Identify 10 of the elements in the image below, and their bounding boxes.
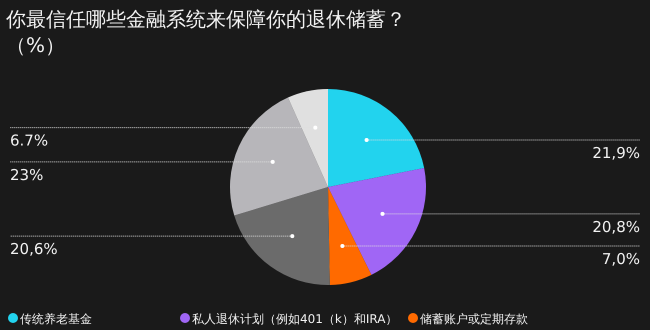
data-label: 6.7%: [10, 132, 48, 150]
data-label: 20,6%: [10, 240, 58, 258]
legend-label: 传统养老基金: [20, 312, 92, 326]
legend-label: 私人退休计划（例如401（k）和IRA）: [192, 312, 398, 326]
data-label: 23%: [10, 166, 44, 184]
chart-title: 你最信任哪些金融系统来保障你的退休储蓄？（%）: [6, 6, 407, 58]
data-label: 20,8%: [592, 218, 640, 236]
data-label: 21,9%: [592, 144, 640, 162]
data-label: 7,0%: [602, 250, 640, 268]
legend-label: 储蓄账户或定期存款: [420, 312, 528, 326]
